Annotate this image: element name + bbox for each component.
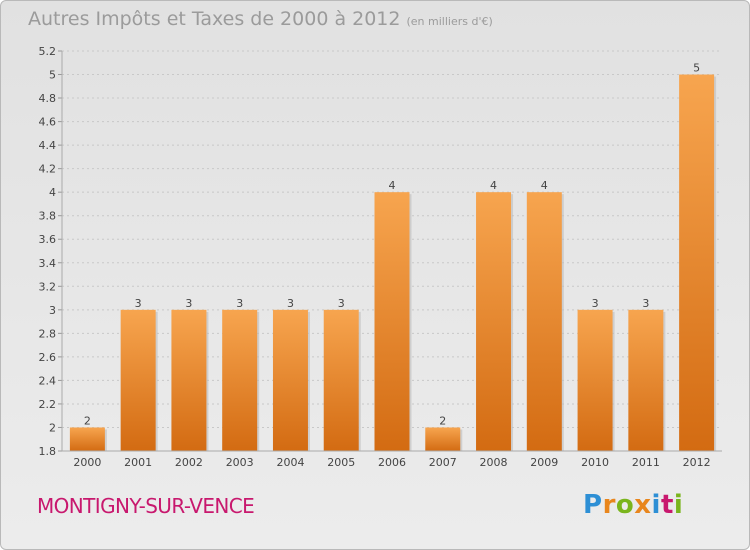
proxiti-logo: Proxiti <box>583 490 683 520</box>
bar <box>425 427 461 451</box>
chart-title-text: Autres Impôts et Taxes de 2000 à 2012 <box>28 8 401 30</box>
logo-letter: i <box>673 490 684 520</box>
x-tick-label: 2009 <box>530 456 558 469</box>
y-tick-label: 4.6 <box>39 116 57 129</box>
logo-letter: i <box>651 490 661 520</box>
y-tick-label: 3.2 <box>39 280 57 293</box>
x-tick-label: 2006 <box>378 456 406 469</box>
bar <box>323 309 359 451</box>
bar <box>628 309 664 451</box>
bar <box>476 192 512 452</box>
x-tick-label: 2011 <box>632 456 660 469</box>
logo-letter: x <box>634 490 652 520</box>
bar-value-label: 3 <box>592 297 599 310</box>
y-tick-label: 3 <box>49 304 56 317</box>
bar <box>272 309 308 451</box>
bar-value-label: 3 <box>642 297 649 310</box>
x-tick-label: 2007 <box>429 456 457 469</box>
bar <box>374 192 410 452</box>
bar-value-label: 4 <box>389 179 396 192</box>
bar-value-label: 5 <box>693 62 700 75</box>
bar-value-label: 3 <box>135 297 142 310</box>
y-tick-label: 2.2 <box>39 398 57 411</box>
y-tick-label: 4 <box>49 186 56 199</box>
logo-letter: P <box>583 490 603 520</box>
x-tick-label: 2004 <box>276 456 304 469</box>
logo-letter: r <box>602 490 616 520</box>
y-tick-label: 3.8 <box>39 210 57 223</box>
bar <box>120 309 156 451</box>
x-tick-label: 2008 <box>480 456 508 469</box>
y-tick-label: 2 <box>49 421 56 434</box>
chart-subtitle: (en milliers d'€) <box>406 15 493 28</box>
bar-value-label: 3 <box>338 297 345 310</box>
bar-value-label: 4 <box>490 179 497 192</box>
x-tick-label: 2000 <box>73 456 101 469</box>
y-tick-label: 5 <box>49 69 56 82</box>
x-tick-label: 2001 <box>124 456 152 469</box>
x-tick-label: 2003 <box>226 456 254 469</box>
bar-value-label: 2 <box>439 414 446 427</box>
y-tick-label: 4.4 <box>39 139 57 152</box>
bar <box>577 309 613 451</box>
bar <box>526 192 562 452</box>
x-tick-label: 2002 <box>175 456 203 469</box>
bar <box>222 309 258 451</box>
x-tick-label: 2010 <box>581 456 609 469</box>
commune-name: MONTIGNY-SUR-VENCE <box>37 494 255 518</box>
y-tick-label: 3.4 <box>39 257 57 270</box>
y-tick-label: 2.4 <box>39 374 57 387</box>
y-tick-label: 4.2 <box>39 163 57 176</box>
bar-value-label: 3 <box>236 297 243 310</box>
bar <box>679 74 715 451</box>
bar-value-label: 2 <box>84 414 91 427</box>
y-tick-label: 4.8 <box>39 92 57 105</box>
bar <box>69 427 105 451</box>
bar-value-label: 3 <box>185 297 192 310</box>
bar <box>171 309 207 451</box>
y-tick-label: 2.6 <box>39 351 57 364</box>
bar-value-label: 4 <box>541 179 548 192</box>
logo-letter: o <box>615 490 635 520</box>
bar-value-label: 3 <box>287 297 294 310</box>
chart-title: Autres Impôts et Taxes de 2000 à 2012 (en… <box>28 8 493 30</box>
x-tick-label: 2012 <box>683 456 711 469</box>
y-tick-label: 1.8 <box>39 445 57 458</box>
x-tick-label: 2005 <box>327 456 355 469</box>
logo-letter: t <box>660 490 674 520</box>
y-tick-label: 2.8 <box>39 327 57 340</box>
y-tick-label: 3.6 <box>39 233 57 246</box>
y-tick-label: 5.2 <box>39 45 57 58</box>
